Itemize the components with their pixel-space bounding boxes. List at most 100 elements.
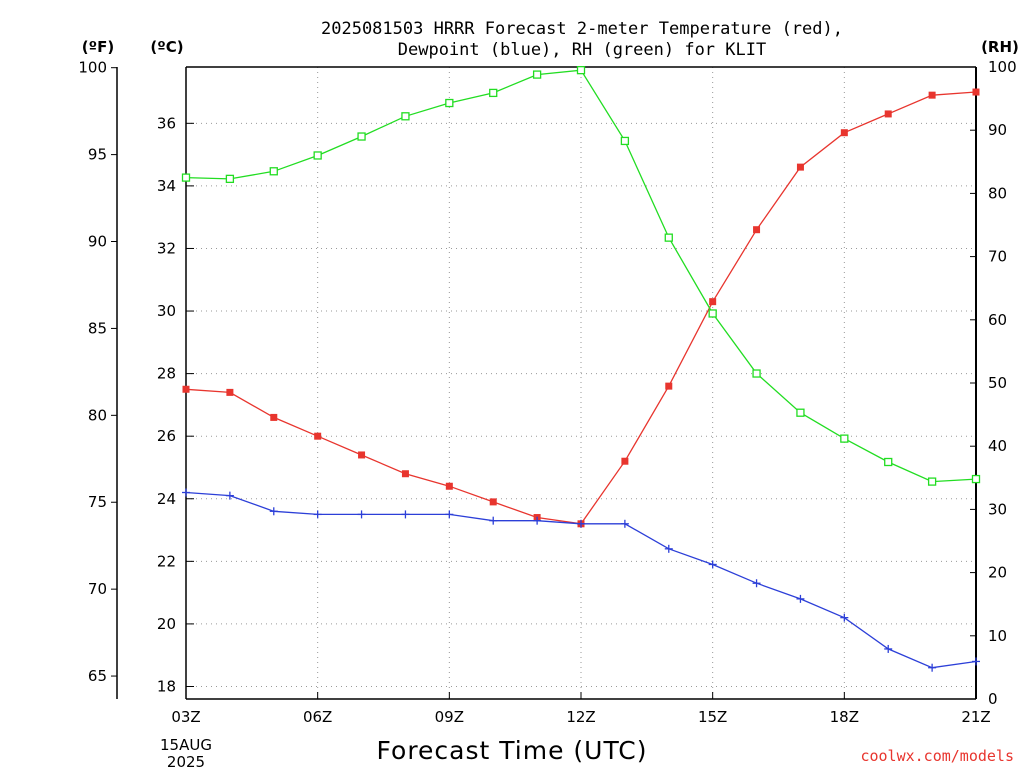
credit-text: coolwx.com/models: [860, 747, 1014, 765]
series-layer: [181, 66, 981, 672]
temperature-point: [401, 470, 409, 478]
celsius-tick-label: 36: [157, 114, 176, 132]
temperature-point: [358, 451, 366, 459]
celsius-tick-label: 18: [157, 677, 176, 695]
rh-tick-label: 90: [988, 121, 1007, 139]
dewpoint-point: [489, 516, 498, 525]
rh-tick-label: 30: [988, 500, 1007, 518]
grid: [186, 67, 976, 699]
x-axis-title: Forecast Time (UTC): [377, 736, 648, 765]
temperature-point: [621, 457, 629, 465]
x-tick-label: 15Z: [698, 708, 727, 726]
fahrenheit-tick-label: 70: [88, 580, 107, 598]
rh-point: [489, 88, 498, 98]
chart-title-line2: Dewpoint (blue), RH (green) for KLIT: [398, 40, 766, 60]
fahrenheit-unit-label: (ºF): [82, 38, 114, 56]
temperature-point: [665, 382, 673, 390]
chart-title-line1: 2025081503 HRRR Forecast 2-meter Tempera…: [321, 19, 843, 39]
rh-point: [752, 369, 761, 378]
dewpoint-point: [182, 488, 190, 497]
rh-point: [796, 408, 805, 417]
temperature-point: [182, 385, 190, 393]
rh-point: [664, 233, 673, 242]
axes: 18 20 22 24 26 28 30 32 34 36 65 70 75 80 85 90 95 100 0 10…: [78, 58, 1016, 726]
x-tick-label: 09Z: [435, 708, 464, 726]
dewpoint-point: [269, 507, 278, 516]
temperature-point: [796, 163, 804, 171]
fahrenheit-tick-label: 85: [88, 319, 107, 337]
dewpoint-point: [928, 663, 937, 672]
dewpoint-point: [225, 491, 234, 500]
dewpoint-point: [884, 644, 893, 653]
temperature-point: [270, 413, 278, 421]
dewpoint-point: [620, 519, 629, 528]
fahrenheit-tick-label: 80: [88, 406, 107, 424]
rh-point: [532, 70, 542, 79]
rh-point: [576, 66, 586, 75]
chart-title: 2025081503 HRRR Forecast 2-meter Tempera…: [321, 19, 843, 60]
rh-tick-label: 70: [988, 248, 1007, 266]
temperature-point: [753, 226, 761, 234]
rh-point: [927, 477, 937, 486]
x-tick-label: 12Z: [566, 708, 595, 726]
date-label-year: 2025: [167, 753, 205, 768]
rh-point: [401, 112, 410, 121]
dewpoint-series-line: [185, 491, 977, 669]
rh-point: [884, 457, 893, 467]
dewpoint-point: [840, 613, 849, 622]
rh-point: [445, 98, 454, 108]
dewpoint-point: [445, 510, 454, 519]
x-tick-label: 06Z: [303, 708, 332, 726]
temperature-point: [489, 498, 497, 506]
dewpoint-point: [577, 519, 585, 528]
dewpoint-point: [752, 579, 761, 588]
x-tick-label: 21Z: [961, 708, 990, 726]
rh-tick-label: 100: [988, 58, 1017, 76]
dewpoint-point: [533, 516, 542, 525]
rh-tick-label: 10: [988, 627, 1007, 645]
rh-point: [840, 434, 849, 443]
temperature-point: [226, 388, 234, 396]
dewpoint-point: [401, 510, 410, 519]
temperature-point: [709, 298, 717, 306]
dewpoint-point: [313, 510, 322, 519]
fahrenheit-tick-label: 75: [88, 493, 107, 511]
celsius-unit-label: (ºC): [150, 38, 183, 56]
celsius-tick-label: 30: [157, 302, 176, 320]
celsius-tick-label: 34: [157, 177, 176, 195]
celsius-tick-label: 26: [157, 427, 176, 445]
temperature-point: [840, 129, 848, 137]
rh-point: [620, 136, 630, 146]
dewpoint-point: [664, 544, 673, 553]
rh-point: [357, 132, 366, 141]
rh-tick-label: 20: [988, 564, 1007, 582]
rh-series-line: [185, 69, 977, 483]
rh-point: [225, 174, 235, 184]
rh-point: [708, 309, 717, 318]
rh-point: [181, 173, 191, 182]
dewpoint-point: [357, 510, 366, 519]
rh-point: [971, 474, 981, 484]
x-tick-label: 18Z: [830, 708, 859, 726]
dewpoint-point: [972, 657, 980, 666]
temperature-point: [314, 432, 322, 440]
rh-tick-label: 50: [988, 374, 1007, 392]
date-label-day: 15AUG: [160, 736, 212, 754]
rh-tick-label: 60: [988, 311, 1007, 329]
celsius-tick-label: 22: [157, 552, 176, 570]
temperature-point: [445, 482, 453, 490]
x-tick-label: 03Z: [171, 708, 200, 726]
celsius-tick-label: 20: [157, 615, 176, 633]
rh-point: [313, 151, 322, 160]
dewpoint-point: [796, 594, 805, 603]
rh-tick-label: 0: [988, 690, 998, 708]
rh-tick-label: 80: [988, 184, 1007, 202]
dewpoint-point: [708, 560, 717, 569]
rh-tick-label: 40: [988, 437, 1007, 455]
rh-point: [269, 167, 278, 176]
fahrenheit-tick-label: 65: [88, 667, 107, 685]
fahrenheit-tick-label: 95: [88, 146, 107, 164]
temperature-point: [884, 110, 892, 118]
temperature-point: [928, 91, 936, 99]
